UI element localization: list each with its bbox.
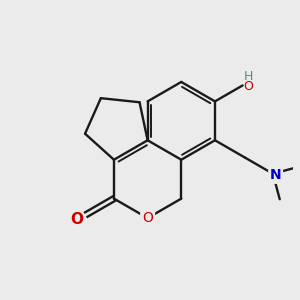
Text: H: H [244,70,253,83]
Text: O: O [244,80,254,93]
Text: O: O [70,212,83,227]
Text: O: O [142,211,153,225]
Text: N: N [270,168,281,182]
